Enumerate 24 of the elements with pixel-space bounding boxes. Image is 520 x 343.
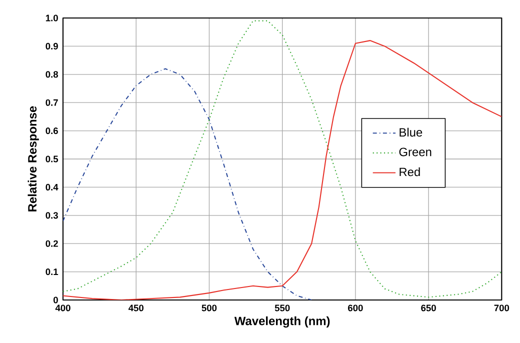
legend-label: Green [399, 148, 432, 156]
y-tick-label: 0.1 [46, 268, 58, 276]
x-axis-title: Wavelength (nm) [234, 316, 330, 328]
y-tick-label: 0.8 [46, 71, 58, 78]
line-series [63, 68, 312, 300]
x-tick-label: 550 [274, 304, 290, 312]
x-tick-label: 650 [421, 304, 436, 312]
legend-label: Blue [400, 128, 422, 137]
y-tick-label: 1.0 [46, 14, 58, 22]
x-tick-label: 400 [55, 304, 70, 312]
y-axis-title: Relative Response [28, 106, 39, 212]
y-tick-label: 0.6 [46, 128, 58, 134]
y-tick-label: 0.2 [46, 240, 58, 247]
y-tick-label: 0.5 [46, 156, 58, 162]
x-tick-label: 450 [128, 304, 144, 312]
y-tick-label: 0.9 [46, 42, 58, 50]
y-tick-label: 0 [54, 296, 58, 304]
y-tick-label: 0.3 [46, 212, 58, 219]
x-tick-label: 700 [494, 304, 510, 312]
x-tick-label: 600 [348, 304, 363, 312]
y-tick-label: 0.7 [46, 99, 58, 106]
legend-label: Red [400, 167, 420, 176]
y-tick-label: 0.4 [46, 184, 58, 190]
x-tick-label: 500 [202, 304, 217, 312]
